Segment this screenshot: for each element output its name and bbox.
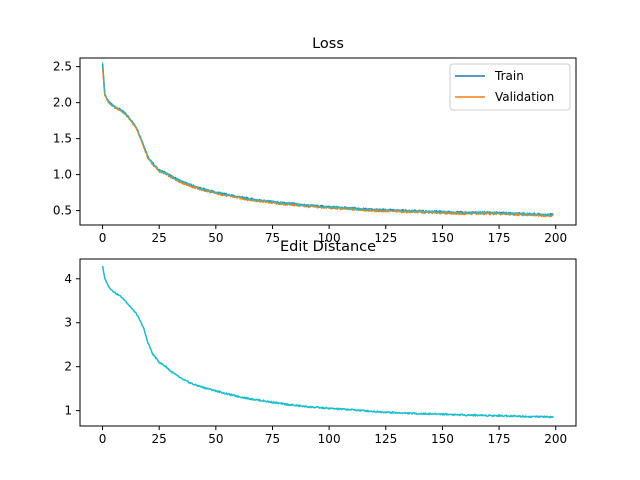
edit-distance-plot-frame	[79, 258, 577, 427]
loss-axes: Loss 0 25 50 75 100 125 150 175 200 0.5 1.0 1.5 2.0…	[53, 36, 577, 245]
edit-distance-x-tick-label: 125	[374, 432, 397, 446]
edit-distance-lines	[101, 265, 555, 419]
loss-lines	[101, 62, 554, 218]
loss-y-tick-label: 0.5	[53, 204, 72, 218]
edit-distance-x-tick-label: 175	[488, 432, 511, 446]
edit-distance-y-tick-label: 1	[64, 404, 72, 418]
loss-x-tick-label: 25	[152, 231, 167, 245]
loss-x-tick-label: 125	[374, 231, 397, 245]
loss-legend: Train Validation	[449, 63, 571, 111]
loss-y-tick-label: 1.5	[53, 132, 72, 146]
edit-distance-x-tick-label: 200	[544, 432, 567, 446]
edit-distance-x-tick-label: 100	[318, 432, 341, 446]
edit-distance-axes: 0 25 50 75 100 125 150 175 200 1 2 3 4 Edit Distanc…	[64, 239, 577, 446]
edit-distance-series-line-line	[101, 265, 555, 419]
legend-train-label: Train	[494, 69, 524, 83]
edit-distance-y-tick-label: 2	[64, 360, 72, 374]
edit-distance-x-tick-label: 0	[99, 432, 107, 446]
loss-y-tick-label: 1.0	[53, 168, 72, 182]
edit-distance-x-tick-label: 25	[152, 432, 167, 446]
loss-plot-frame	[79, 57, 577, 226]
edit-distance-y-tick-label: 3	[64, 316, 72, 330]
loss-x-tick-label: 100	[318, 231, 341, 245]
loss-x-tick-label: 50	[208, 231, 223, 245]
edit-distance-x-tick-label: 150	[431, 432, 454, 446]
loss-y-ticks: 0.5 1.0 1.5 2.0 2.5	[53, 60, 80, 218]
edit-distance-x-tick-label: 50	[208, 432, 223, 446]
edit-distance-y-ticks: 1 2 3 4	[64, 272, 80, 418]
loss-x-tick-label: 175	[488, 231, 511, 245]
loss-x-tick-label: 150	[431, 231, 454, 245]
loss-title: Loss	[312, 36, 344, 52]
loss-x-ticks: 0 25 50 75 100 125 150 175 200	[99, 225, 567, 245]
loss-x-tick-label: 0	[99, 231, 107, 245]
loss-overlay-line	[102, 62, 554, 217]
loss-x-tick-label: 75	[265, 231, 280, 245]
edit-distance-y-tick-label: 4	[64, 272, 72, 286]
legend-validation-label: Validation	[495, 90, 554, 104]
edit-distance-x-tick-label: 75	[265, 432, 280, 446]
edit-distance-title: Edit Distance	[280, 239, 376, 255]
edit-distance-x-ticks: 0 25 50 75 100 125 150 175 200	[99, 426, 567, 446]
loss-y-tick-label: 2.0	[53, 96, 72, 110]
loss-x-tick-label: 200	[544, 231, 567, 245]
loss-y-tick-label: 2.5	[53, 60, 72, 74]
